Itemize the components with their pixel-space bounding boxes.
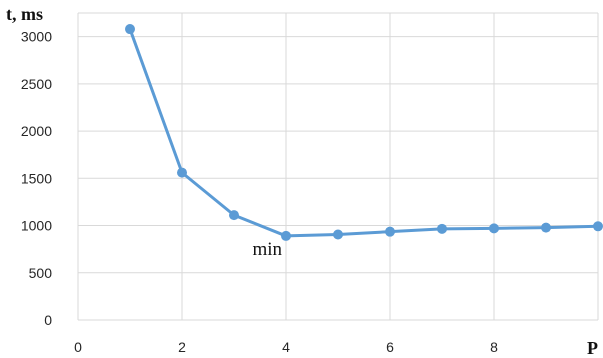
- min-annotation: min: [252, 239, 282, 260]
- series-group: [125, 24, 603, 241]
- y-tick-label: 1500: [21, 170, 52, 186]
- y-tick-label: 3000: [21, 29, 52, 45]
- data-point: [437, 223, 447, 234]
- data-point: [593, 221, 603, 232]
- y-tick-label: 2000: [21, 123, 52, 139]
- x-tick-label: 0: [74, 339, 82, 355]
- data-point: [541, 222, 551, 233]
- annotations: min: [252, 239, 282, 260]
- data-point: [385, 226, 395, 237]
- x-axis-title: P: [587, 338, 598, 358]
- y-axis-title: t, ms: [6, 4, 43, 24]
- x-tick-label: 6: [386, 339, 394, 355]
- tick-labels: 0 500 1000 1500 2000 2500 3000 0 2 4 6 8: [21, 29, 498, 355]
- x-tick-label: 4: [282, 339, 290, 355]
- series-line: [128, 28, 599, 238]
- data-point: [281, 230, 291, 241]
- data-point: [489, 223, 499, 234]
- data-point: [229, 210, 239, 221]
- y-tick-label: 1000: [21, 218, 52, 234]
- y-tick-label: 500: [29, 265, 53, 281]
- data-point: [177, 167, 187, 178]
- y-tick-label: 0: [44, 312, 52, 328]
- x-tick-label: 8: [490, 339, 498, 355]
- x-tick-label: 2: [178, 339, 186, 355]
- data-point: [125, 24, 135, 35]
- grid-lines: [77, 12, 599, 321]
- data-point: [333, 229, 343, 240]
- y-tick-label: 2500: [21, 76, 52, 92]
